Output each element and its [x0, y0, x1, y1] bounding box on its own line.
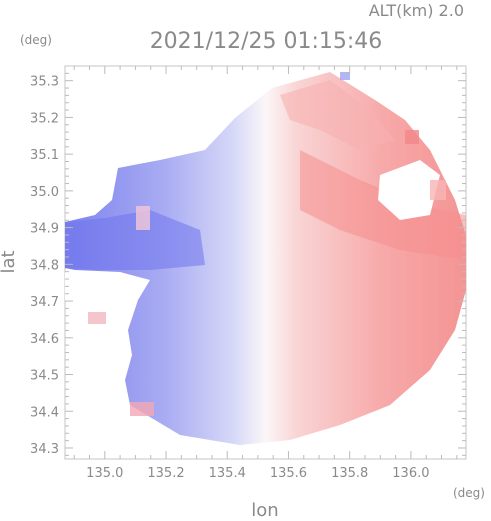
x-tick-label: 136.0 [392, 466, 429, 481]
y-tick-label: 35.1 [30, 148, 59, 163]
y-tick-label: 34.6 [30, 332, 59, 347]
y-tick-label: 35.0 [30, 185, 59, 200]
tick-labels: 135.0 135.2 135.4 135.6 135.8 136.0 34.3 34.4 34… [30, 75, 429, 481]
y-unit-label: (deg) [20, 33, 52, 47]
echo-gap-west [65, 272, 148, 330]
y-tick-label: 35.2 [30, 111, 59, 126]
chart-title: 2021/12/25 01:15:46 [150, 29, 383, 54]
echo-speck [130, 402, 154, 416]
y-tick-label: 34.8 [30, 258, 59, 273]
echo-gap [378, 160, 440, 220]
x-tick-label: 135.6 [270, 466, 307, 481]
x-axis-label: lon [251, 500, 278, 521]
axis-ticks [65, 66, 466, 459]
y-axis-label: lat [0, 250, 19, 273]
echo-receding-band [300, 150, 466, 260]
radar-echo-area [65, 72, 466, 445]
y-tick-label: 34.4 [30, 405, 59, 420]
y-tick-label: 34.5 [30, 369, 59, 384]
y-tick-label: 34.7 [30, 295, 59, 310]
echo-speck [430, 180, 446, 200]
y-tick-label: 34.3 [30, 442, 59, 457]
x-unit-label: (deg) [453, 486, 485, 500]
echo-approaching-west [65, 210, 205, 270]
x-tick-label: 135.4 [209, 466, 246, 481]
echo-speck [405, 130, 419, 144]
x-tick-label: 135.0 [86, 466, 123, 481]
altitude-annotation: ALT(km) 2.0 [369, 1, 464, 20]
echo-speck [136, 206, 150, 230]
y-tick-label: 34.9 [30, 222, 59, 237]
y-tick-label: 35.3 [30, 75, 59, 90]
echo-receding-north [280, 80, 395, 150]
echo-speck [340, 72, 350, 80]
echo-speck [88, 312, 106, 324]
echo-main-disc [65, 72, 466, 445]
x-tick-label: 135.8 [331, 466, 368, 481]
x-tick-label: 135.2 [147, 466, 184, 481]
